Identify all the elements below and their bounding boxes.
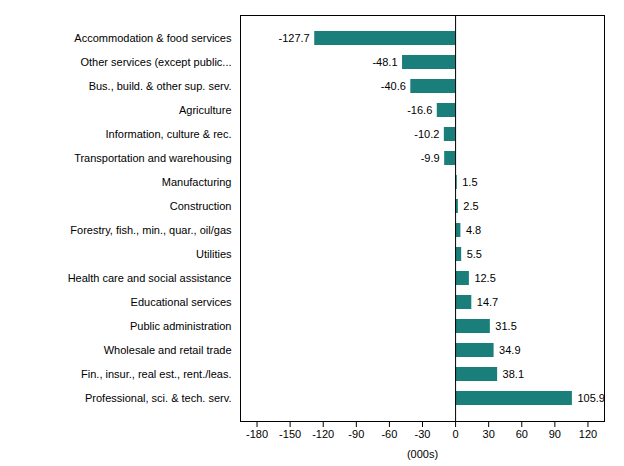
svg-text:90: 90: [549, 428, 561, 440]
svg-text:Other services (except public.: Other services (except public...: [80, 56, 231, 68]
svg-text:105.9: 105.9: [577, 392, 605, 404]
svg-text:Fin., insur., real est., rent.: Fin., insur., real est., rent./leas.: [81, 368, 231, 380]
svg-text:12.5: 12.5: [474, 272, 495, 284]
svg-text:-127.7: -127.7: [279, 32, 310, 44]
svg-text:Manufacturing: Manufacturing: [162, 176, 232, 188]
svg-text:0: 0: [453, 428, 459, 440]
svg-text:-120: -120: [312, 428, 334, 440]
svg-text:Health care and social assista: Health care and social assistance: [68, 272, 232, 284]
svg-text:Information, culture & rec.: Information, culture & rec.: [106, 128, 232, 140]
svg-text:120: 120: [579, 428, 597, 440]
svg-text:-60: -60: [381, 428, 397, 440]
svg-text:-48.1: -48.1: [372, 56, 397, 68]
svg-text:-16.6: -16.6: [407, 104, 432, 116]
svg-text:Transportation and warehousing: Transportation and warehousing: [74, 152, 231, 164]
svg-text:(000s): (000s): [407, 448, 438, 460]
svg-text:Utilities: Utilities: [196, 248, 232, 260]
svg-text:4.8: 4.8: [466, 224, 481, 236]
svg-text:-9.9: -9.9: [421, 152, 440, 164]
svg-text:Wholesale and retail trade: Wholesale and retail trade: [104, 344, 232, 356]
svg-text:Agriculture: Agriculture: [179, 104, 232, 116]
svg-text:14.7: 14.7: [477, 296, 498, 308]
svg-text:Accommodation & food services: Accommodation & food services: [74, 32, 232, 44]
svg-text:60: 60: [516, 428, 528, 440]
svg-text:31.5: 31.5: [495, 320, 516, 332]
svg-text:-150: -150: [279, 428, 301, 440]
svg-text:Educational services: Educational services: [131, 296, 232, 308]
svg-text:2.5: 2.5: [463, 200, 478, 212]
svg-text:Forestry, fish., min., quar.,: Forestry, fish., min., quar., oil/gas: [70, 224, 232, 236]
svg-text:Bus., build. & other sup. serv: Bus., build. & other sup. serv.: [89, 80, 232, 92]
svg-text:-90: -90: [348, 428, 364, 440]
svg-text:30: 30: [483, 428, 495, 440]
svg-text:38.1: 38.1: [503, 368, 524, 380]
svg-text:Public administration: Public administration: [130, 320, 232, 332]
svg-text:5.5: 5.5: [467, 248, 482, 260]
svg-text:Construction: Construction: [170, 200, 232, 212]
svg-text:1.5: 1.5: [462, 176, 477, 188]
svg-text:-40.6: -40.6: [381, 80, 406, 92]
svg-text:-10.2: -10.2: [414, 128, 439, 140]
svg-text:34.9: 34.9: [499, 344, 520, 356]
svg-text:-180: -180: [246, 428, 268, 440]
svg-text:-30: -30: [415, 428, 431, 440]
svg-text:Professional, sci. & tech. ser: Professional, sci. & tech. serv.: [85, 392, 232, 404]
